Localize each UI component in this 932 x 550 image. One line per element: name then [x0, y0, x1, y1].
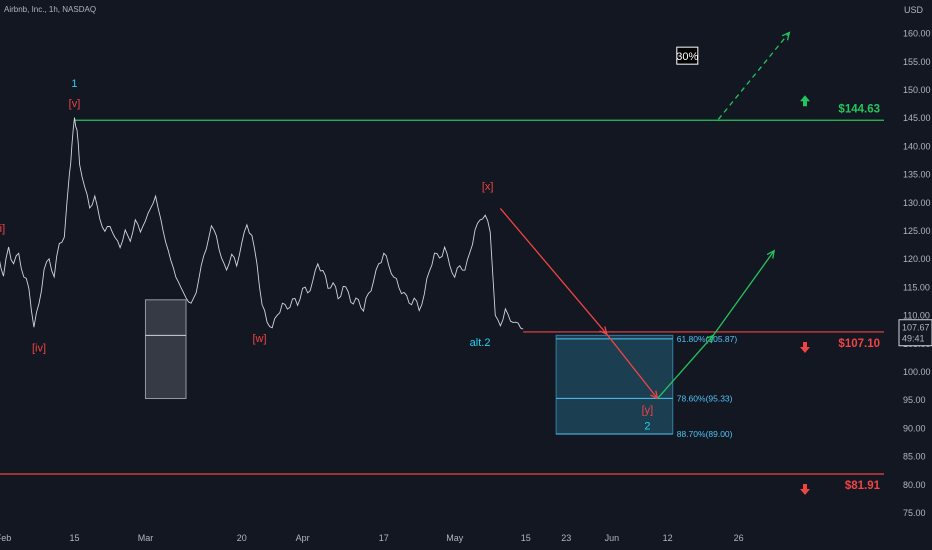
y-tick-label: 110.00 [903, 311, 930, 321]
current-price-value: 107.67 [902, 323, 930, 333]
percent-box [676, 46, 699, 65]
price-series-line [0, 117, 524, 330]
red-arrowhead [599, 326, 608, 336]
green-projection-path [657, 250, 775, 399]
chart-title: Airbnb, Inc., 1h, NASDAQ [4, 5, 96, 14]
fib-target-zone [555, 334, 674, 435]
green-dashed-target-path [717, 32, 790, 120]
y-tick-label: 100.00 [903, 367, 931, 377]
y-tick-label: 155.00 [903, 57, 931, 67]
fib-level-label: 61.80%(105.87) [677, 334, 738, 344]
y-tick-label: 120.00 [903, 254, 931, 264]
level-price-label: $81.91 [845, 480, 881, 492]
y-tick-label: 130.00 [903, 198, 931, 208]
fib-level-label: 88.70%(89.00) [677, 429, 733, 439]
x-tick-label: 17 [379, 533, 389, 543]
drawing-overlays: $144.63 $107.10 $81.91 30% 1 [v] [iii] [iv] [w] [… [0, 31, 881, 496]
current-price-tag [898, 319, 932, 347]
y-tick-label: 75.00 [903, 508, 926, 518]
level-price-label: $144.63 [838, 103, 880, 115]
wave-label: [x] [482, 181, 494, 193]
y-tick-label: 145.00 [903, 113, 931, 123]
x-tick-label: 15 [69, 533, 79, 543]
y-tick-label: 125.00 [903, 226, 931, 236]
x-tick-label: Feb [0, 533, 11, 543]
arrow-up-icon [800, 95, 810, 107]
x-tick-label: 23 [561, 533, 571, 543]
y-tick-label: 140.00 [903, 141, 931, 151]
y-tick-label: 150.00 [903, 85, 931, 95]
y-tick-label: 80.00 [903, 480, 926, 490]
x-tick-label: 15 [521, 533, 531, 543]
green-arrowhead [766, 249, 776, 259]
wave-label: [v] [69, 98, 81, 110]
arrow-down-icon [800, 484, 810, 496]
y-tick-label: 115.00 [903, 282, 930, 292]
y-tick-label: 85.00 [903, 452, 926, 462]
fib-level-label: 78.60%(95.33) [677, 393, 733, 403]
arrow-down-icon [800, 341, 810, 353]
plot-area: 61.80%(105.87) 78.60%(95.33) 88.70%(89.00) [0, 117, 884, 475]
level-price-label: $107.10 [838, 338, 880, 350]
x-tick-label: 12 [663, 533, 673, 543]
currency-label: USD [904, 5, 924, 15]
wave-label: [iii] [0, 223, 5, 235]
wave-label: [y] [642, 405, 654, 417]
range-box [144, 299, 187, 400]
x-tick-label: 26 [734, 533, 744, 543]
y-tick-label: 160.00 [903, 29, 931, 39]
wave-label: 1 [71, 78, 77, 90]
wave-label: [iv] [32, 343, 46, 355]
y-tick-label: 90.00 [903, 423, 926, 433]
x-tick-label: 20 [237, 533, 247, 543]
green-arrowhead [705, 334, 715, 344]
percent-box-label: 30% [676, 51, 698, 63]
x-tick-label: Apr [296, 533, 310, 543]
y-tick-label: 95.00 [903, 395, 926, 405]
green-dashed-arrowhead [781, 31, 791, 41]
price-axis[interactable]: USD 160.00 155.00 150.00 145.00 140.00 135.00… [898, 5, 932, 518]
wave-label: 2 [644, 421, 650, 433]
wave-label: [w] [253, 333, 267, 345]
x-tick-label: May [446, 533, 464, 543]
wave-label: alt.2 [470, 337, 491, 349]
x-tick-label: Jun [605, 533, 620, 543]
y-tick-label: 135.00 [903, 170, 931, 180]
time-axis[interactable]: Feb 15 Mar 20 Apr 17 May 15 23 Jun 12 26 [0, 533, 744, 543]
x-tick-label: Mar [138, 533, 154, 543]
bar-countdown: 49:41 [902, 334, 925, 344]
